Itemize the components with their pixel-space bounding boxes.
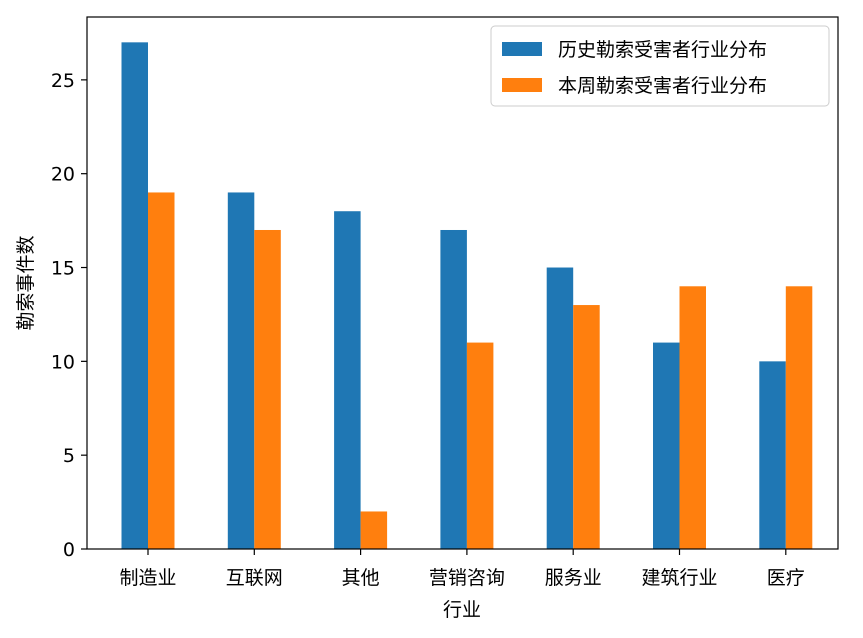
bar-history-3 — [440, 229, 467, 549]
bar-week-2 — [360, 511, 388, 549]
x-axis: 制造业 互联网 其他 营销咨询 服务业 建筑行业 医疗 — [119, 549, 805, 589]
bar-history-0 — [121, 42, 148, 549]
x-tick-label: 建筑行业 — [641, 567, 717, 589]
y-tick-label: 20 — [51, 164, 75, 186]
bars-layer — [121, 42, 813, 549]
bar-week-1 — [254, 229, 281, 549]
x-tick-label: 互联网 — [226, 567, 283, 589]
y-axis-title: 勒索事件数 — [15, 235, 37, 330]
bar-week-0 — [148, 192, 175, 549]
y-tick-label: 5 — [63, 445, 75, 467]
bar-history-4 — [546, 267, 574, 549]
x-tick-label: 营销咨询 — [429, 567, 505, 589]
y-tick-label: 15 — [51, 258, 75, 280]
legend-swatch-week — [502, 78, 542, 92]
bar-history-5 — [653, 342, 680, 549]
x-tick-label: 制造业 — [119, 567, 176, 589]
y-tick-label: 25 — [51, 70, 75, 92]
bar-history-1 — [227, 192, 255, 549]
legend-frame — [490, 25, 830, 107]
x-axis-title: 行业 — [443, 599, 481, 621]
bar-week-4 — [573, 305, 600, 549]
plot-frame — [86, 16, 839, 550]
bar-week-5 — [679, 286, 706, 549]
y-tick-label: 10 — [51, 351, 75, 373]
bar-week-3 — [466, 342, 494, 549]
legend-label-history: 历史勒索受害者行业分布 — [558, 39, 767, 61]
legend-swatch-history — [502, 42, 542, 56]
legend: 历史勒索受害者行业分布 本周勒索受害者行业分布 — [490, 25, 830, 107]
bar-history-2 — [334, 211, 361, 549]
y-tick-label: 0 — [63, 539, 75, 561]
legend-label-week: 本周勒索受害者行业分布 — [558, 75, 767, 97]
x-tick-label: 服务业 — [545, 567, 602, 589]
x-tick-label: 其他 — [342, 567, 380, 589]
bar-history-6 — [759, 361, 786, 549]
y-axis: 0 5 10 15 20 25 — [51, 70, 87, 561]
x-tick-label: 医疗 — [767, 567, 805, 589]
bar-week-6 — [785, 286, 813, 549]
